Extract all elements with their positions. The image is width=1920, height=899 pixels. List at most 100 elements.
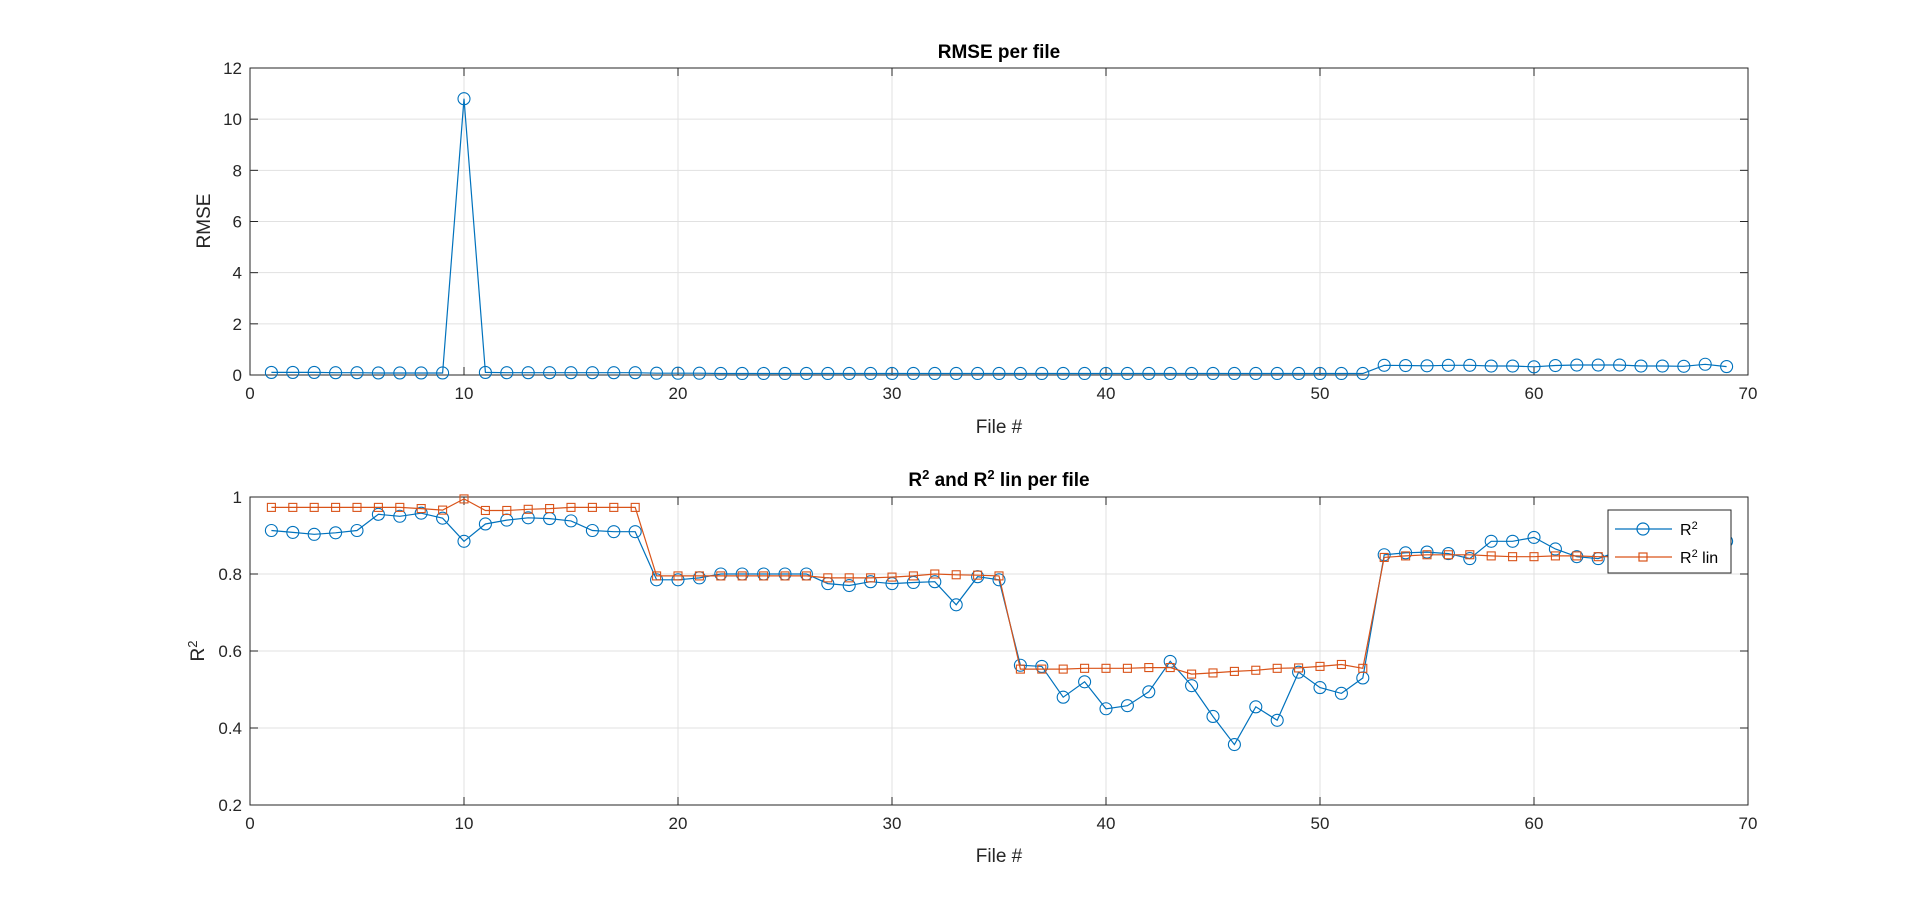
rmse-series-0-point: [607, 366, 621, 380]
r2-series-0-point: [414, 506, 428, 520]
r2-series-1-point: [1593, 552, 1603, 562]
r2-series-1-line: [271, 498, 1727, 675]
r2-series-0-point: [1484, 534, 1498, 548]
rmse-series-0-point: [307, 365, 321, 379]
r2-y-label-main: R: [188, 648, 209, 662]
r2-series-1-point: [1336, 659, 1346, 670]
rmse-series-0-point: [1570, 358, 1584, 372]
r2-series-0-point: [1120, 699, 1134, 713]
rmse-xtick-label: 50: [1311, 384, 1330, 403]
r2-series-1-point: [716, 571, 726, 581]
rmse-series-0-point: [264, 365, 278, 379]
r2-xtick-label: 70: [1739, 814, 1758, 833]
rmse-series-0-point: [1249, 366, 1263, 381]
rmse-series-0-point: [1313, 366, 1327, 381]
r2-series-1-point: [1251, 665, 1261, 675]
r2-series-1-point: [844, 573, 854, 583]
rmse-series-0-point: [1206, 366, 1220, 381]
r2-series-1-point: [1572, 551, 1582, 561]
r2-series-0-point: [864, 575, 878, 589]
r2-series-0-point: [436, 511, 450, 525]
rmse-series-0-point: [1506, 359, 1520, 373]
rmse-series-0-point: [521, 366, 535, 380]
rmse-series-0-point: [1463, 358, 1477, 372]
r2-xtick-label: 60: [1525, 814, 1544, 833]
r2-series-1-point: [1101, 663, 1111, 673]
r2-title-part3: lin per file: [995, 470, 1090, 491]
rmse-series-0-point: [393, 366, 407, 380]
r2-series-0-point: [1035, 659, 1049, 673]
rmse-series-0-point: [286, 365, 300, 379]
rmse-series-0-point: [436, 366, 450, 380]
rmse-series-0-point: [1292, 366, 1306, 381]
r2-series-0-point: [1399, 546, 1413, 560]
rmse-series-0-point: [842, 366, 856, 381]
r2-series-0-point: [1420, 545, 1434, 559]
rmse-series-0-point: [1013, 366, 1027, 381]
r2-ytick-label: 0.6: [218, 642, 242, 661]
r2-series-1-point: [652, 571, 662, 581]
r2-xtick-label: 10: [455, 814, 474, 833]
r2-series-1-point: [309, 502, 319, 512]
r2-series-0-point: [1377, 548, 1391, 562]
rmse-series-0-point: [628, 366, 642, 380]
legend-r2lin-main: R: [1680, 550, 1692, 567]
r2-series-1-point: [288, 502, 298, 512]
r2-series-1-point: [523, 504, 533, 514]
legend-entry-r2: R2: [1615, 520, 1698, 539]
r2-series-1-point: [1122, 663, 1132, 673]
r2-series-1-point: [673, 571, 683, 581]
r2-series-1-point: [373, 502, 383, 512]
r2-title-sup2: 2: [987, 467, 994, 482]
r2-series-1-point: [1401, 551, 1411, 561]
rmse-ytick-label: 12: [223, 59, 242, 78]
r2-series-0-point: [949, 598, 963, 612]
r2-series-1-point: [1208, 668, 1218, 678]
r2-series-0-point: [1441, 547, 1455, 561]
rmse-series-0-point: [1720, 360, 1734, 374]
r2-ticks: 0 10 20 30 40 50 60 70 0.2 0.4 0.6 0.8 1: [218, 488, 1757, 833]
r2-series-1-point: [1058, 664, 1068, 674]
rmse-series-0-point: [1591, 358, 1605, 372]
r2-series-0-point: [286, 525, 300, 539]
legend-marker-r2: [1636, 522, 1650, 536]
r2-xtick-label: 40: [1097, 814, 1116, 833]
r2-series-0-point: [1227, 738, 1241, 752]
rmse-xtick-label: 0: [245, 384, 254, 403]
r2-series-1-point: [1315, 661, 1325, 671]
rmse-series-0-point: [928, 366, 942, 381]
r2-series-1-point: [480, 505, 490, 516]
r2-series-0-point: [671, 573, 685, 587]
r2-series-1-point: [1486, 551, 1496, 561]
r2-series-0-point: [371, 507, 385, 521]
legend-label-r2-lin: R2 lin: [1680, 548, 1718, 567]
rmse-ytick-label: 10: [223, 110, 242, 129]
rmse-series-0-point: [971, 366, 985, 381]
r2-series-0-point: [1206, 709, 1220, 724]
r2-series-0-point: [1270, 713, 1284, 727]
rmse-x-axis-label: File #: [976, 417, 1023, 438]
rmse-ytick-label: 8: [233, 161, 242, 180]
r2-series-1-point: [930, 569, 940, 579]
rmse-series-0-point: [1120, 366, 1134, 381]
r2-ytick-label: 0.4: [218, 719, 242, 738]
rmse-series-0-point: [864, 366, 878, 381]
r2-series-1-point: [502, 505, 512, 516]
r2-series-0-point: [1249, 700, 1263, 714]
r2-series-1-point: [587, 502, 597, 512]
rmse-series-0-line: [271, 98, 1727, 375]
rmse-xtick-label: 40: [1097, 384, 1116, 403]
rmse-series-0-point: [799, 366, 813, 381]
r2-series-0-point: [1527, 530, 1541, 544]
rmse-series-0-point: [885, 366, 899, 381]
rmse-series-0-point: [500, 366, 514, 380]
rmse-series-0-point: [1227, 366, 1241, 381]
rmse-xtick-label: 30: [883, 384, 902, 403]
r2-y-label-sup: 2: [185, 641, 200, 648]
r2-series-0-point: [307, 527, 321, 541]
r2-series-1-point: [908, 571, 918, 581]
r2-series-0-point: [1099, 702, 1113, 716]
rmse-series-0-point: [1185, 366, 1199, 381]
r2-series-0-point: [264, 523, 278, 538]
